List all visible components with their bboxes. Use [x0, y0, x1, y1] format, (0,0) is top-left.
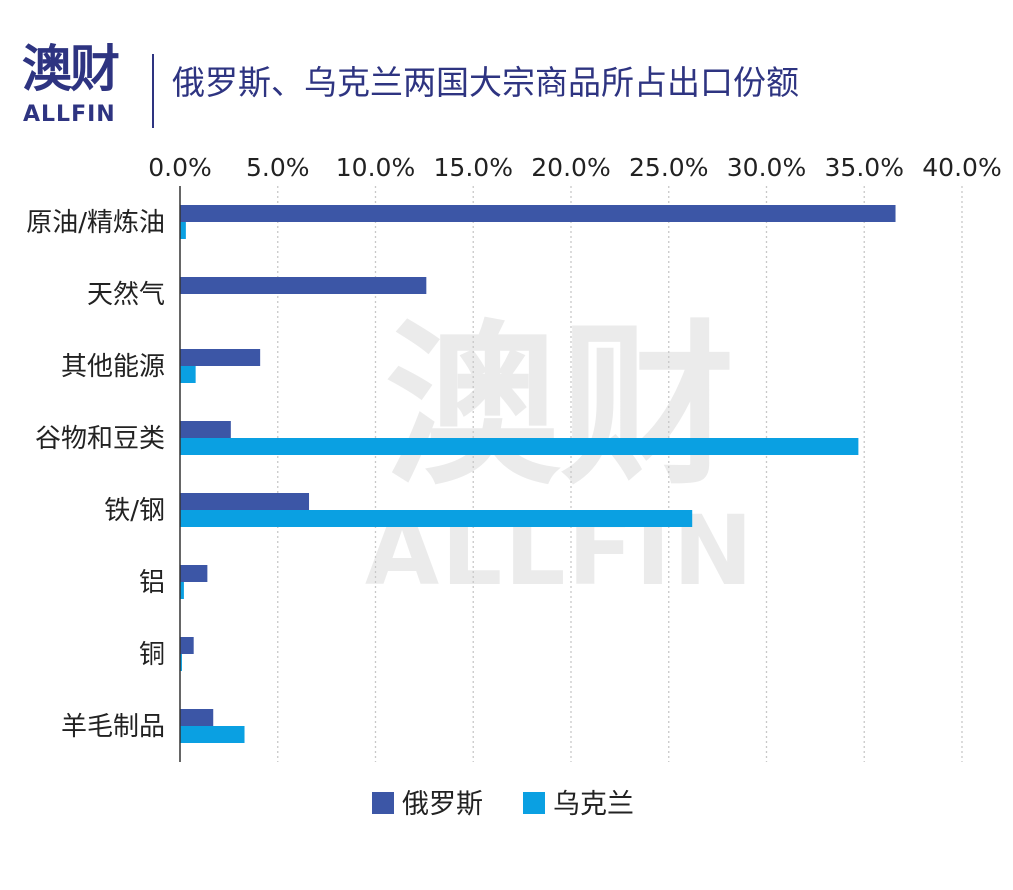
- bar-russia: [180, 709, 214, 726]
- logo-english: ALLFIN: [23, 102, 116, 127]
- legend-swatch-ukraine: [523, 792, 545, 814]
- x-tick-label: 40.0%: [922, 153, 1001, 182]
- bar-ukraine: [180, 510, 693, 527]
- bar-ukraine: [180, 582, 184, 599]
- bar-ukraine: [180, 654, 182, 671]
- bar-russia: [180, 637, 194, 654]
- bar-russia: [180, 205, 896, 222]
- category-label: 铁/钢: [104, 496, 165, 526]
- category-label: 原油/精炼油: [26, 208, 165, 238]
- bar-ukraine: [180, 222, 186, 239]
- category-label: 铝: [139, 568, 165, 598]
- category-label: 羊毛制品: [61, 712, 165, 742]
- x-tick-label: 35.0%: [825, 153, 904, 182]
- x-tick-label: 25.0%: [629, 153, 708, 182]
- x-tick-label: 30.0%: [727, 153, 806, 182]
- x-tick-label: 0.0%: [148, 153, 212, 182]
- bar-russia: [180, 421, 231, 438]
- category-label: 铜: [139, 640, 165, 670]
- bar-russia: [180, 349, 261, 366]
- category-label: 其他能源: [61, 352, 165, 382]
- legend-swatch-russia: [372, 792, 394, 814]
- category-label: 天然气: [87, 280, 165, 310]
- chart-title: 俄罗斯、乌克兰两国大宗商品所占出口份额: [172, 63, 799, 102]
- bar-russia: [180, 565, 208, 582]
- legend-label-ukraine: 乌克兰: [553, 789, 634, 820]
- bar-ukraine: [180, 438, 859, 455]
- header: 澳财 ALLFIN 俄罗斯、乌克兰两国大宗商品所占出口份额: [0, 0, 1013, 140]
- legend-label-russia: 俄罗斯: [402, 789, 483, 820]
- bar-russia: [180, 493, 310, 510]
- x-tick-label: 15.0%: [434, 153, 513, 182]
- x-tick-label: 20.0%: [531, 153, 610, 182]
- category-label: 谷物和豆类: [35, 424, 165, 454]
- bar-ukraine: [180, 366, 196, 383]
- x-tick-label: 10.0%: [336, 153, 415, 182]
- logo-chinese: 澳财: [22, 40, 120, 98]
- bar-russia: [180, 277, 427, 294]
- bar-ukraine: [180, 726, 245, 743]
- header-divider: [152, 54, 154, 128]
- x-tick-label: 5.0%: [246, 153, 310, 182]
